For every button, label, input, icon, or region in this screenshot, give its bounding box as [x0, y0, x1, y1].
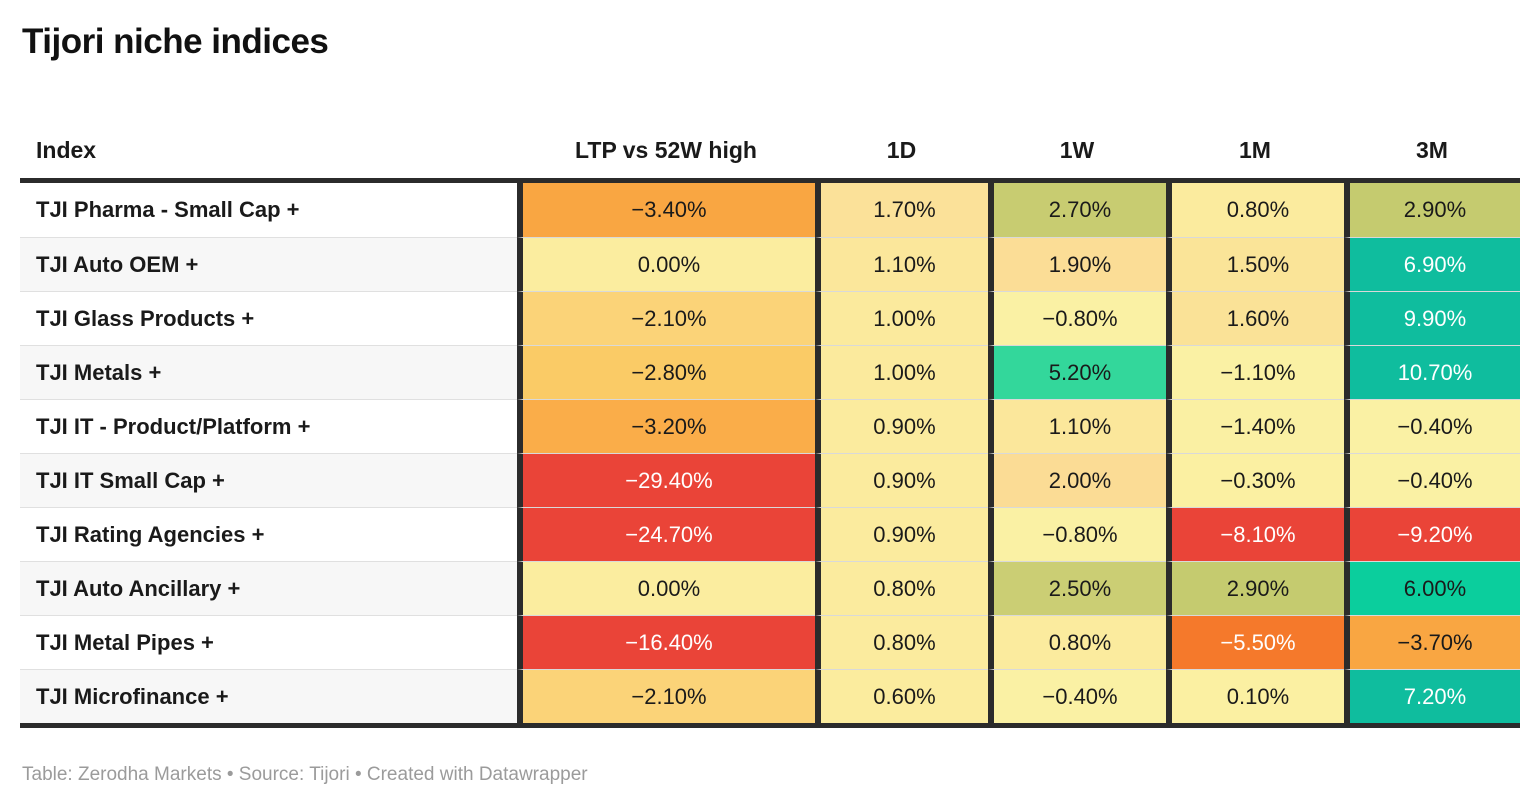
index-name-cell[interactable]: TJI Auto OEM + [20, 237, 517, 291]
value-cell-1m: −1.40% [1166, 399, 1344, 453]
value-cell-3m: 10.70% [1344, 345, 1520, 399]
value-cell-1m: 0.10% [1166, 669, 1344, 723]
value-cell-3m: −0.40% [1344, 453, 1520, 507]
value-cell-1d: 1.00% [815, 291, 988, 345]
value-cell-1d: 0.60% [815, 669, 988, 723]
value-cell-1d: 0.90% [815, 453, 988, 507]
value-cell-ltp-vs-52w-high: −29.40% [517, 453, 815, 507]
value-cell-ltp-vs-52w-high: −24.70% [517, 507, 815, 561]
column-header-ltp-vs-52w-high: LTP vs 52W high [517, 122, 815, 178]
table-row: TJI Metal Pipes + −16.40% 0.80% 0.80% −5.50%… [20, 615, 1520, 669]
value-cell-3m: −3.70% [1344, 615, 1520, 669]
value-cell-1d: 0.80% [815, 561, 988, 615]
table-body: TJI Pharma - Small Cap + −3.40% 1.70% 2.70%… [20, 183, 1520, 728]
value-cell-ltp-vs-52w-high: 0.00% [517, 237, 815, 291]
column-header-1m: 1M [1166, 122, 1344, 178]
value-cell-1m: −0.30% [1166, 453, 1344, 507]
value-cell-1w: 1.90% [988, 237, 1166, 291]
value-cell-1w: 0.80% [988, 615, 1166, 669]
value-cell-3m: 7.20% [1344, 669, 1520, 723]
column-header-index: Index [20, 122, 517, 178]
value-cell-1w: 2.50% [988, 561, 1166, 615]
attribution-footer: Table: Zerodha Markets • Source: Tijori … [22, 764, 588, 785]
value-cell-1d: 0.80% [815, 615, 988, 669]
value-cell-ltp-vs-52w-high: −3.20% [517, 399, 815, 453]
value-cell-1m: −1.10% [1166, 345, 1344, 399]
column-header-3m: 3M [1344, 122, 1520, 178]
index-name-cell[interactable]: TJI Pharma - Small Cap + [20, 183, 517, 237]
index-name-cell[interactable]: TJI Rating Agencies + [20, 507, 517, 561]
table-header-row: Index LTP vs 52W high 1D 1W 1M 3M [20, 122, 1520, 183]
value-cell-1d: 0.90% [815, 507, 988, 561]
indices-table: Index LTP vs 52W high 1D 1W 1M 3M TJI Ph… [20, 122, 1520, 728]
value-cell-1d: 1.70% [815, 183, 988, 237]
value-cell-ltp-vs-52w-high: −2.10% [517, 291, 815, 345]
table-row: TJI Microfinance + −2.10% 0.60% −0.40% 0.10%… [20, 669, 1520, 723]
index-name-cell[interactable]: TJI IT Small Cap + [20, 453, 517, 507]
value-cell-3m: 9.90% [1344, 291, 1520, 345]
value-cell-1d: 1.10% [815, 237, 988, 291]
table-row: TJI Rating Agencies + −24.70% 0.90% −0.80% −… [20, 507, 1520, 561]
value-cell-ltp-vs-52w-high: −2.10% [517, 669, 815, 723]
value-cell-1w: 1.10% [988, 399, 1166, 453]
value-cell-1m: 2.90% [1166, 561, 1344, 615]
table-row: TJI Auto OEM +0.00% 1.10% 1.90% 1.50% 6.90% [20, 237, 1520, 291]
chart-title: Tijori niche indices [22, 22, 329, 61]
value-cell-1w: −0.80% [988, 507, 1166, 561]
value-cell-1w: 2.00% [988, 453, 1166, 507]
value-cell-ltp-vs-52w-high: 0.00% [517, 561, 815, 615]
column-header-1w: 1W [988, 122, 1166, 178]
value-cell-ltp-vs-52w-high: −2.80% [517, 345, 815, 399]
index-name-cell[interactable]: TJI Microfinance + [20, 669, 517, 723]
column-header-1d: 1D [815, 122, 988, 178]
table-row: TJI Pharma - Small Cap + −3.40% 1.70% 2.70%… [20, 183, 1520, 237]
table-row: TJI Auto Ancillary +0.00% 0.80% 2.50% 2.90%… [20, 561, 1520, 615]
table-row: TJI IT - Product/Platform + −3.20% 0.90% 1.… [20, 399, 1520, 453]
index-name-cell[interactable]: TJI Glass Products + [20, 291, 517, 345]
value-cell-3m: 6.90% [1344, 237, 1520, 291]
value-cell-3m: 2.90% [1344, 183, 1520, 237]
value-cell-3m: −9.20% [1344, 507, 1520, 561]
table-row: TJI IT Small Cap + −29.40% 0.90% 2.00% −0.30… [20, 453, 1520, 507]
index-name-cell[interactable]: TJI Metals + [20, 345, 517, 399]
value-cell-1w: 2.70% [988, 183, 1166, 237]
value-cell-1m: −8.10% [1166, 507, 1344, 561]
index-name-cell[interactable]: TJI Metal Pipes + [20, 615, 517, 669]
value-cell-1m: 1.50% [1166, 237, 1344, 291]
table-row: TJI Metals + −2.80% 1.00% 5.20% −1.10% 10.70% [20, 345, 1520, 399]
value-cell-1d: 0.90% [815, 399, 988, 453]
value-cell-1d: 1.00% [815, 345, 988, 399]
value-cell-1w: 5.20% [988, 345, 1166, 399]
index-name-cell[interactable]: TJI IT - Product/Platform + [20, 399, 517, 453]
table-row: TJI Glass Products + −2.10% 1.00% −0.80% 1.6… [20, 291, 1520, 345]
value-cell-1w: −0.40% [988, 669, 1166, 723]
index-name-cell[interactable]: TJI Auto Ancillary + [20, 561, 517, 615]
value-cell-ltp-vs-52w-high: −3.40% [517, 183, 815, 237]
value-cell-ltp-vs-52w-high: −16.40% [517, 615, 815, 669]
value-cell-1m: 0.80% [1166, 183, 1344, 237]
value-cell-1m: 1.60% [1166, 291, 1344, 345]
value-cell-3m: −0.40% [1344, 399, 1520, 453]
value-cell-1m: −5.50% [1166, 615, 1344, 669]
value-cell-3m: 6.00% [1344, 561, 1520, 615]
value-cell-1w: −0.80% [988, 291, 1166, 345]
